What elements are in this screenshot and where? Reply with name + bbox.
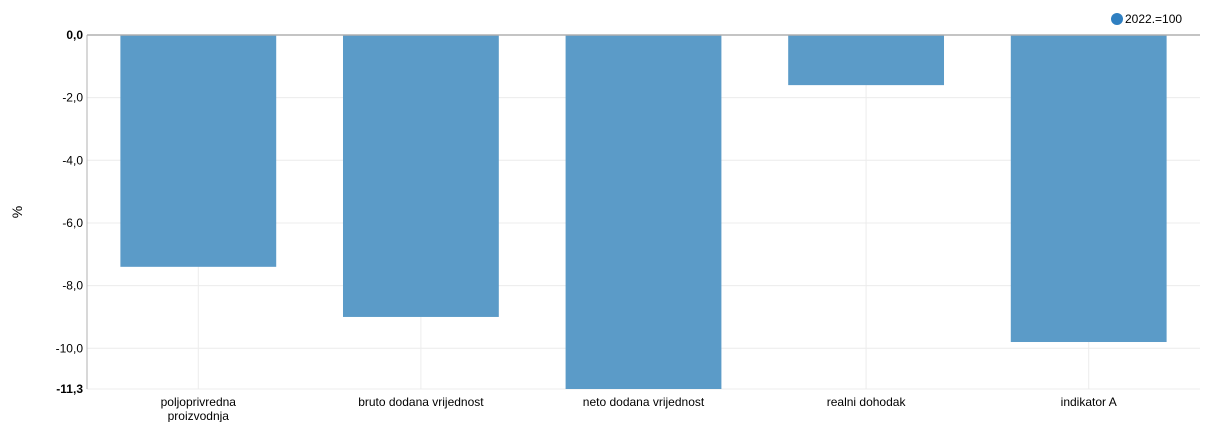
y-tick-labels: 0,0 -2,0 -4,0 -6,0 -8,0 -10,0 -11,3 [56, 28, 84, 396]
axes [86, 34, 1200, 389]
y-tick-label: 0,0 [66, 28, 83, 42]
x-category-labels: poljoprivredna proizvodnja bruto dodana vr… [161, 395, 1117, 422]
legend-marker [1111, 13, 1123, 25]
bars [120, 35, 1167, 389]
legend-label: 2022.=100 [1125, 12, 1182, 26]
x-category-label: realni dohodak [827, 395, 907, 409]
x-category-label: indikator A [1061, 395, 1117, 409]
bar[interactable] [120, 35, 277, 267]
y-tick-label: -4,0 [62, 153, 83, 167]
y-axis-title: % [9, 206, 25, 218]
legend[interactable]: 2022.=100 [1111, 12, 1182, 26]
y-tick-label: -6,0 [62, 216, 83, 230]
bar[interactable] [342, 35, 499, 317]
bar[interactable] [565, 35, 722, 389]
bar[interactable] [1010, 35, 1167, 343]
x-category-label: neto dodana vrijednost [583, 395, 705, 409]
x-category-label: poljoprivredna proizvodnja [161, 395, 237, 422]
y-tick-label: -8,0 [62, 279, 83, 293]
y-tick-label: -2,0 [62, 91, 83, 105]
bar[interactable] [788, 35, 945, 86]
y-tick-label: -11,3 [56, 382, 83, 396]
x-category-label: bruto dodana vrijednost [358, 395, 484, 409]
y-tick-label: -10,0 [56, 341, 84, 355]
